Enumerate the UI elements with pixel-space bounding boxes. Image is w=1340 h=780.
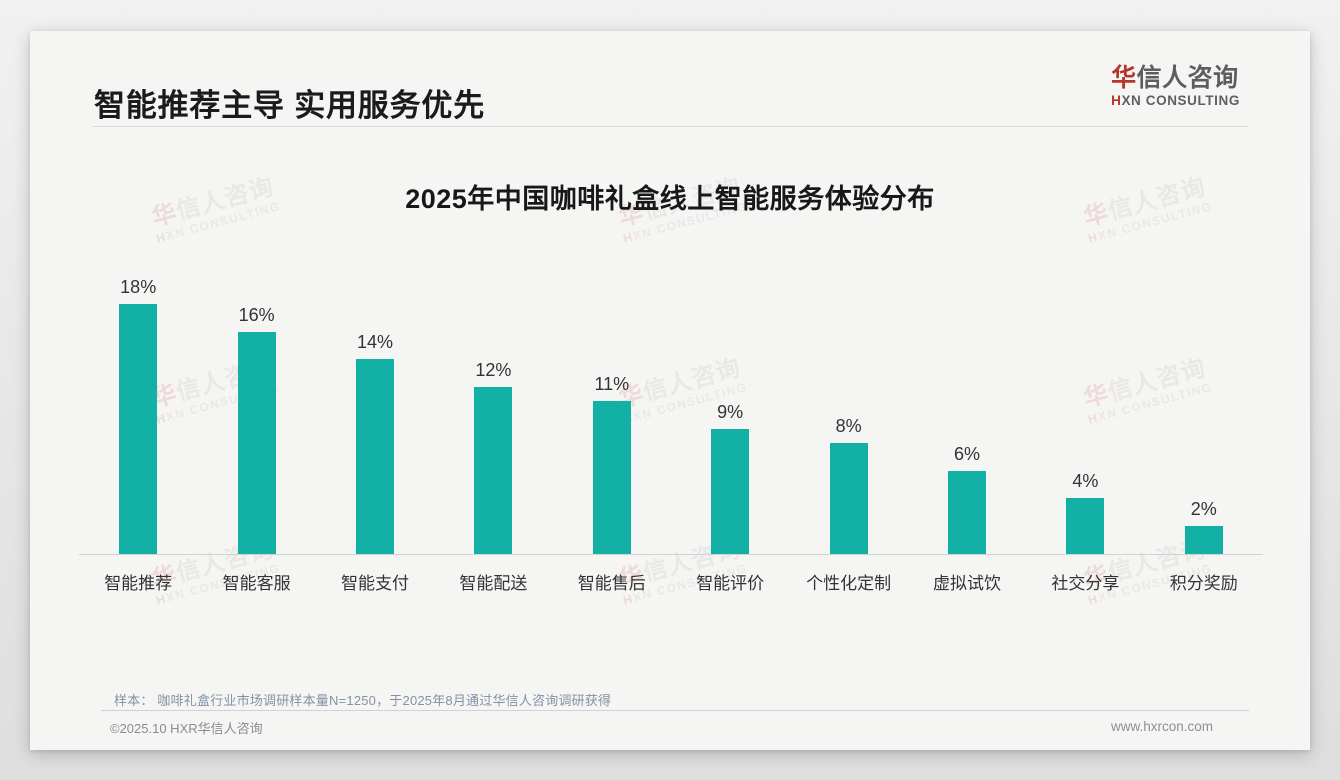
chart-title: 2025年中国咖啡礼盒线上智能服务体验分布 [405, 184, 935, 214]
bar-智能评价 [711, 429, 750, 554]
category-label: 社交分享 [1051, 574, 1120, 593]
bar-value-label: 9% [717, 402, 744, 422]
sample-footnote: 样本： 咖啡礼盒行业市场调研样本量N=1250，于2025年8月通过华信人咨询调… [114, 693, 612, 708]
company-logo: 华信人咨询 HXN CONSULTING [1111, 64, 1240, 108]
bar-智能售后 [592, 401, 631, 554]
footer-website: www.hxrcon.com [1110, 719, 1213, 734]
bar-value-label: 16% [238, 305, 275, 325]
bar-value-label: 14% [356, 332, 394, 352]
bar-value-label: 2% [1190, 499, 1217, 519]
report-card: 华信人咨询 HXN CONSULTING 华信人咨询 HXN CONSULTING 华信… [30, 31, 1310, 750]
bar-智能支付 [356, 359, 394, 554]
category-label: 智能配送 [459, 574, 528, 593]
bar-value-label: 4% [1072, 471, 1099, 491]
category-label: 智能售后 [577, 574, 646, 593]
bar-value-label: 8% [835, 416, 862, 436]
category-label: 智能评价 [696, 574, 765, 593]
bar-value-label: 12% [475, 360, 512, 380]
bar-虚拟试饮 [948, 471, 986, 554]
x-axis-line [79, 554, 1263, 555]
bar-value-label: 11% [594, 374, 630, 394]
bar-智能客服 [237, 332, 276, 554]
bar-chart: 18% 智能推荐 16% 智能客服 14% 智能支付 12% 智能配送 11% 智能售后 9% 智能评… [79, 31, 1263, 750]
footer-copyright: ©2025.10 HXR华信人咨询 [110, 721, 263, 736]
logo-chinese-name: 华信人咨询 [1111, 64, 1239, 92]
bar-智能配送 [474, 387, 513, 554]
logo-english-name: HXN CONSULTING [1111, 93, 1240, 108]
header-divider [92, 126, 1248, 127]
category-label: 智能推荐 [104, 574, 173, 593]
bar-积分奖励 [1184, 526, 1223, 554]
category-label: 智能支付 [341, 574, 409, 593]
footer-divider [101, 710, 1249, 711]
bar-社交分享 [1066, 498, 1105, 554]
category-label: 智能客服 [222, 574, 291, 593]
category-label: 积分奖励 [1169, 574, 1238, 593]
bar-智能推荐 [119, 304, 158, 554]
category-label: 虚拟试饮 [933, 574, 1001, 593]
bar-个性化定制 [829, 443, 868, 554]
bar-value-label: 6% [953, 444, 980, 464]
page-title: 智能推荐主导 实用服务优先 [94, 88, 486, 123]
category-label: 个性化定制 [806, 574, 892, 593]
bar-value-label: 18% [120, 277, 157, 297]
